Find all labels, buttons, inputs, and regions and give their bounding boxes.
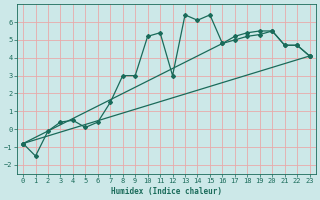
X-axis label: Humidex (Indice chaleur): Humidex (Indice chaleur) — [111, 187, 222, 196]
